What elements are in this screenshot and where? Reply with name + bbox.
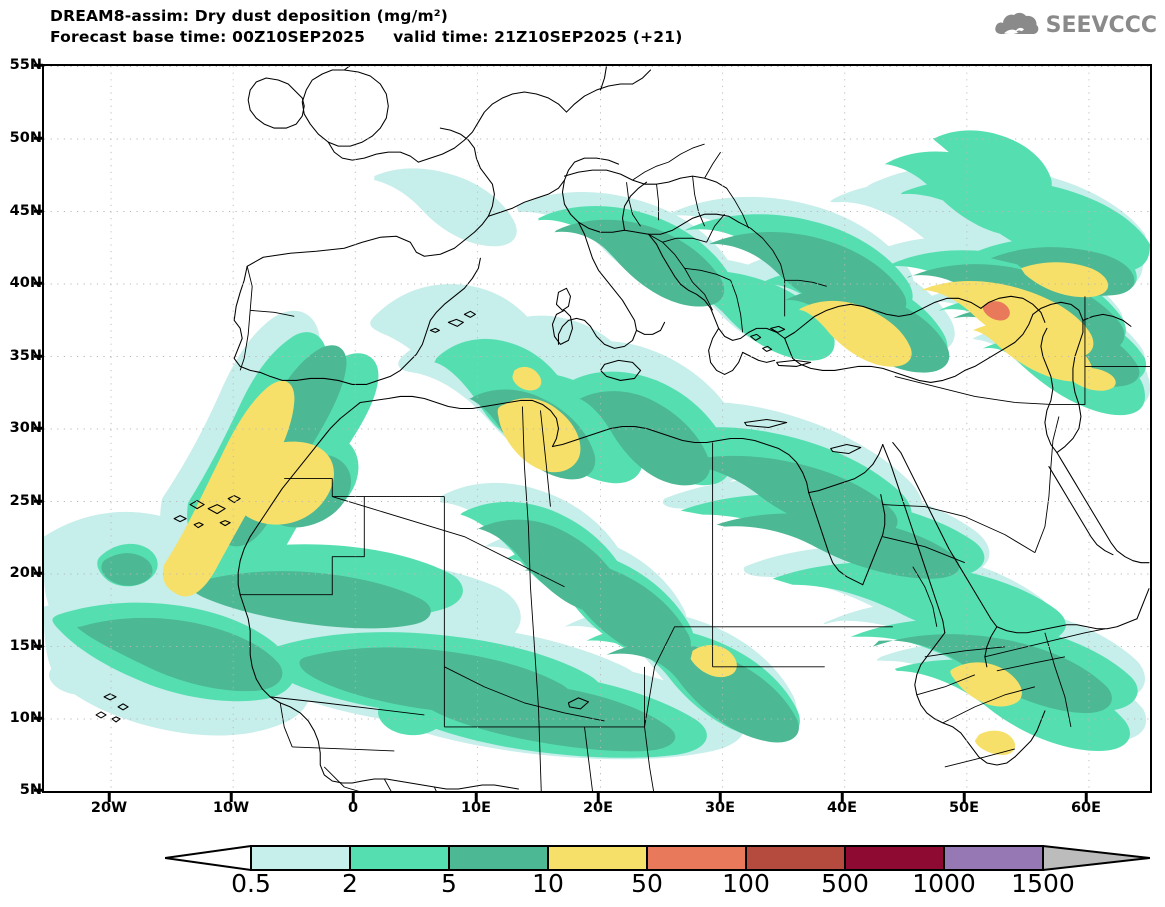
- y-axis-tick: [34, 788, 43, 792]
- y-axis-label: 20N: [9, 565, 42, 581]
- contour-band-50: [982, 301, 1010, 321]
- y-axis-label: 35N: [9, 348, 42, 364]
- colorbar-tick-label: 500: [821, 869, 869, 898]
- colorbar-segment-2-5: [349, 845, 450, 871]
- x-axis-tick: [840, 793, 844, 802]
- y-axis-tick: [34, 63, 43, 67]
- y-axis-tick: [34, 571, 43, 575]
- colorbar-tick-label: 50: [631, 869, 663, 898]
- x-axis-label: 60E: [1070, 800, 1102, 816]
- x-axis-tick: [596, 793, 600, 802]
- colorbar-tick-label: 100: [722, 869, 770, 898]
- x-axis-tick: [107, 793, 111, 802]
- x-axis-tick: [1084, 793, 1088, 802]
- y-axis-label: 50N: [9, 130, 42, 146]
- figure-subtitle: Forecast base time: 00Z10SEP2025 valid t…: [50, 28, 683, 46]
- colorbar-segment-5-10: [448, 845, 549, 871]
- logo-text: SEEVCCC: [1045, 12, 1157, 38]
- colorbar-segment-under: [165, 845, 252, 871]
- y-axis-tick: [34, 426, 43, 430]
- y-axis-tick: [34, 499, 43, 503]
- y-axis-label: 10N: [9, 710, 42, 726]
- x-axis-label: 20E: [582, 800, 614, 816]
- x-axis-label: 40E: [826, 800, 858, 816]
- colorbar-tick-label: 2: [342, 869, 358, 898]
- x-axis-tick: [962, 793, 966, 802]
- y-axis-tick: [34, 136, 43, 140]
- x-axis-label: 10E: [460, 800, 492, 816]
- y-axis-tick: [34, 209, 43, 213]
- y-axis-tick: [34, 644, 43, 648]
- figure-title: DREAM8-assim: Dry dust deposition (mg/m²…: [50, 7, 449, 25]
- colorbar-segment-10-50: [547, 845, 648, 871]
- cloud-icon: [994, 12, 1038, 35]
- x-axis-label: 10W: [212, 800, 250, 816]
- x-axis-tick: [718, 793, 722, 802]
- colorbar-tick-label: 1500: [1011, 869, 1075, 898]
- map-political-borders: [239, 143, 1150, 791]
- y-axis-label: 30N: [9, 420, 42, 436]
- colorbar: [165, 845, 1150, 871]
- y-axis-tick: [34, 354, 43, 358]
- colorbar-segment-50-100: [646, 845, 747, 871]
- seevccc-logo: SEEVCCC: [994, 8, 1157, 42]
- x-axis-label: 0: [347, 800, 359, 816]
- y-axis-tick: [34, 716, 43, 720]
- colorbar-segment-over: [1042, 845, 1150, 871]
- y-axis-label: 40N: [9, 275, 42, 291]
- colorbar-tick-label: 10: [532, 869, 564, 898]
- colorbar-segment-100-500: [745, 845, 846, 871]
- y-axis-label: 5N: [19, 782, 42, 798]
- x-axis-tick: [229, 793, 233, 802]
- x-axis-label: 20W: [90, 800, 128, 816]
- colorbar-tick-label: 5: [441, 869, 457, 898]
- contour-band-10: [162, 262, 1116, 755]
- y-axis-label: 55N: [9, 57, 42, 73]
- map-coastlines: [95, 66, 1150, 790]
- y-axis-tick: [34, 281, 43, 285]
- x-axis-tick: [474, 793, 478, 802]
- x-axis-label: 30E: [704, 800, 736, 816]
- colorbar-segment-1000-1500: [943, 845, 1044, 871]
- x-axis-label: 50E: [948, 800, 980, 816]
- colorbar-tick-label: 1000: [912, 869, 976, 898]
- y-axis-label: 25N: [9, 493, 42, 509]
- figure-header: DREAM8-assim: Dry dust deposition (mg/m²…: [50, 6, 1000, 54]
- colorbar-segment-500-1000: [844, 845, 945, 871]
- colorbar-canvas: [165, 845, 1150, 871]
- map-plot-area: [42, 64, 1152, 793]
- colorbar-tick-label: 0.5: [231, 869, 271, 898]
- colorbar-segment-0p5-2: [250, 845, 351, 871]
- y-axis-label: 15N: [9, 638, 42, 654]
- x-axis-tick: [351, 793, 355, 802]
- map-canvas: [44, 66, 1150, 791]
- y-axis-label: 45N: [9, 203, 42, 219]
